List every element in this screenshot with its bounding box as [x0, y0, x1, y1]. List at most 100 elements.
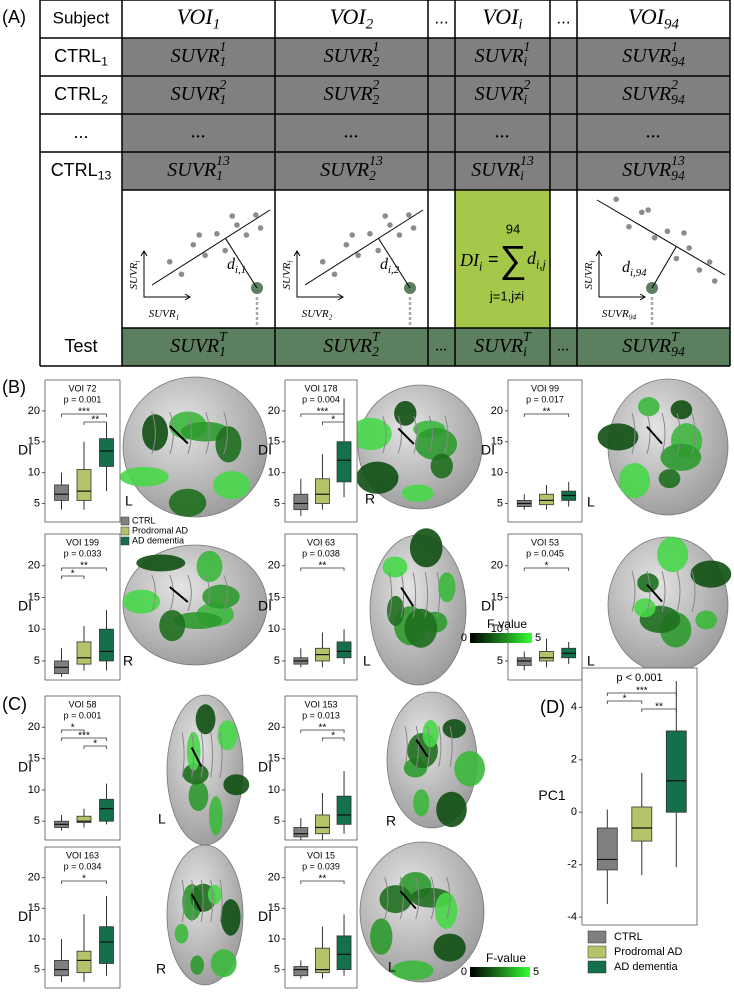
axis-label-base: SUVR	[281, 262, 293, 289]
plot-title: VOI 53	[531, 537, 559, 547]
table-cell-text-sup: 2	[524, 77, 531, 92]
brain-region	[394, 400, 417, 426]
table-cell	[550, 38, 577, 76]
axis-label: SUVRi	[281, 261, 294, 290]
distance-label-base: d	[622, 259, 631, 276]
box	[336, 795, 352, 825]
table-cell	[577, 152, 730, 190]
table-cell	[122, 114, 275, 152]
hemisphere-label: L	[125, 493, 133, 509]
table-cell-text-base: SUVR	[320, 159, 369, 181]
y-tick-label: 5	[274, 815, 280, 827]
brain-region	[386, 595, 405, 626]
row-label-sub: 1	[101, 55, 108, 69]
sulcus	[187, 574, 192, 612]
panel-label: (A)	[2, 7, 26, 27]
plot-title: VOI 72	[68, 383, 96, 393]
sulcus	[151, 574, 156, 612]
table-cell-text: ...	[646, 121, 661, 143]
y-tick-label: 20	[28, 721, 40, 733]
table-cell	[577, 114, 730, 152]
significance-bracket	[61, 567, 107, 571]
scatter-point	[681, 230, 687, 236]
brain-region	[633, 598, 656, 618]
header-cell-base: VOI	[177, 4, 215, 29]
box	[76, 469, 92, 501]
box	[539, 493, 554, 506]
test-cell-text-sup: T	[671, 329, 680, 344]
y-tick-label: 10	[268, 467, 280, 479]
sulcus	[428, 415, 433, 454]
table-cell-text-base: SUVR	[622, 45, 671, 67]
significance-label: **	[319, 561, 327, 572]
y-axis-label: DI	[18, 759, 32, 775]
significance-bracket	[83, 745, 107, 749]
distance-label: di,1	[227, 256, 246, 276]
box	[76, 815, 92, 823]
table-cell	[275, 152, 428, 190]
test-cell-text: SUVR2T	[323, 329, 381, 359]
sulcus	[646, 412, 651, 454]
significance-label: ***	[317, 407, 329, 418]
scatter-point	[639, 209, 645, 216]
box	[99, 926, 114, 964]
row-label: Test	[64, 336, 97, 356]
box	[516, 657, 532, 666]
brain-region	[174, 923, 189, 944]
sulcus	[382, 415, 387, 454]
box	[315, 947, 330, 974]
table-cell-text-sup: 13	[369, 153, 383, 168]
y-tick-label: 0	[571, 806, 577, 818]
box	[539, 651, 554, 662]
table-cell-text: SUVRi2	[475, 77, 531, 107]
brain	[359, 841, 485, 983]
significance-bracket	[61, 880, 107, 884]
y-tick-label: 15	[28, 902, 40, 914]
scatter-point	[645, 207, 651, 213]
region-arrow	[646, 425, 663, 445]
box	[99, 438, 114, 467]
table-cell-text-sub: 1	[220, 92, 227, 107]
significance-label: **	[655, 702, 663, 713]
significance-bracket	[61, 413, 107, 417]
sulcus	[399, 876, 404, 920]
box	[99, 628, 114, 662]
scatter-point	[196, 232, 202, 238]
sulcus	[415, 725, 419, 767]
significance-bracket	[523, 413, 570, 417]
significance-bracket	[61, 729, 85, 733]
table-cell-text: SUVR213	[320, 153, 383, 183]
p-value: p < 0.001	[616, 672, 662, 684]
table-cell-text-base: SUVR	[167, 159, 216, 181]
sulcus	[438, 725, 442, 767]
y-tick-label: 20	[268, 721, 280, 733]
y-tick-label: 10	[491, 467, 503, 479]
significance-label: **	[80, 561, 88, 572]
significance-bracket	[300, 880, 345, 884]
axes	[598, 252, 644, 298]
table-cell-text: SUVR12	[171, 77, 227, 107]
significance-bracket	[523, 567, 570, 571]
distance-label-base: d	[227, 256, 236, 273]
scatter-point	[243, 232, 250, 238]
panel-label: (C)	[2, 694, 27, 714]
table-cell	[455, 114, 550, 152]
table-cell-text-base: SUVR	[171, 45, 220, 67]
brain-region	[695, 610, 717, 630]
significance-bracket	[300, 567, 345, 571]
y-tick-label: 4	[571, 701, 577, 713]
sulcus	[404, 725, 408, 767]
table-cell	[428, 114, 455, 152]
regression-line	[151, 209, 271, 286]
hemisphere-label: R	[365, 491, 375, 507]
y-tick-label: 15	[28, 436, 40, 448]
sulcus	[646, 570, 651, 612]
table-cell-text-base: SUVR	[324, 45, 373, 67]
scatter-point	[410, 225, 417, 231]
sulcus	[444, 415, 449, 454]
sulcus	[397, 415, 402, 454]
sulcus	[210, 732, 214, 778]
table-cell-text-base: SUVR	[471, 159, 520, 181]
significance-bracket	[300, 413, 345, 417]
hemisphere-label: L	[363, 653, 371, 669]
